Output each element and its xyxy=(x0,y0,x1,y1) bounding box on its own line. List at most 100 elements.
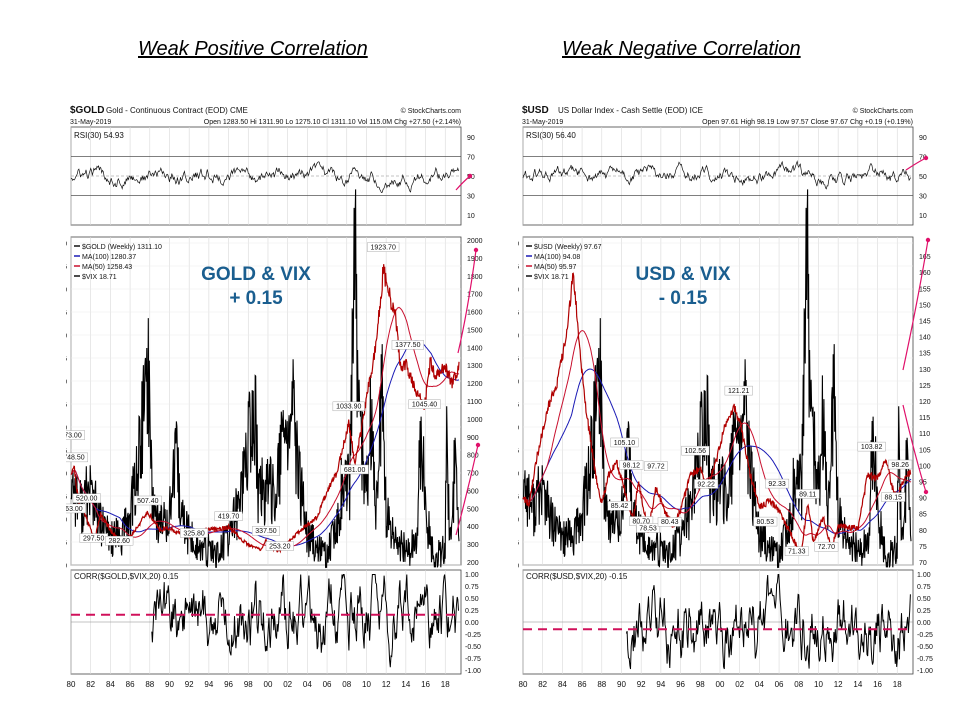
left-axis-tick: 30 xyxy=(518,471,519,478)
trend-arrow xyxy=(902,404,927,493)
correlation-tick-label: 0.00 xyxy=(917,620,931,627)
header-symbol: $USD xyxy=(522,105,549,116)
left-axis-tick: 70 xyxy=(518,287,519,294)
point-label-box xyxy=(180,528,209,538)
annotation-title: USD & VIX xyxy=(635,264,730,285)
annotation-value: - 0.15 xyxy=(659,288,708,309)
x-tick-label: 16 xyxy=(873,680,882,689)
left-axis-tick: 30 xyxy=(66,471,67,478)
rsi-tick-label: 70 xyxy=(467,154,475,161)
x-tick-label: 92 xyxy=(637,680,646,689)
rsi-label: RSI(30) 54.93 xyxy=(74,131,124,140)
left-axis-tick: 60 xyxy=(66,333,67,340)
correlation-tick-label: -0.25 xyxy=(917,632,933,639)
x-tick-label: 98 xyxy=(244,680,253,689)
point-label: 71.33 xyxy=(788,549,806,556)
point-label-box xyxy=(694,479,719,489)
point-label: 507.40 xyxy=(137,498,159,505)
left-axis-tick: 40 xyxy=(518,425,519,432)
left-axis-tick: 75 xyxy=(66,264,67,271)
left-axis-tick: 20 xyxy=(518,517,519,524)
x-tick-label: 16 xyxy=(421,680,430,689)
point-label-box xyxy=(753,516,778,527)
right-axis-tick: 120 xyxy=(919,399,931,406)
x-tick-label: 10 xyxy=(362,680,371,689)
left-axis-tick: 55 xyxy=(518,356,519,363)
point-label-box xyxy=(619,460,644,470)
x-tick-label: 80 xyxy=(67,680,76,689)
left-axis-tick: 25 xyxy=(518,494,519,501)
rsi-label: RSI(30) 56.40 xyxy=(526,131,576,140)
correlation-tick-label: 0.50 xyxy=(465,596,479,603)
header-watermark: © StockCharts.com xyxy=(853,107,914,115)
x-tick-label: 84 xyxy=(106,680,115,689)
point-label-box xyxy=(857,441,886,452)
point-label-box xyxy=(636,523,661,533)
x-tick-label: 06 xyxy=(775,680,784,689)
x-tick-label: 04 xyxy=(755,680,764,689)
x-tick-label: 92 xyxy=(185,680,194,689)
x-tick-label: 18 xyxy=(441,680,450,689)
left-axis-tick: 80 xyxy=(518,241,519,248)
legend-ma100: MA(100) 1280.37 xyxy=(82,254,136,261)
left-axis-tick: 45 xyxy=(66,402,67,409)
trend-arrow-head xyxy=(475,442,481,448)
right-axis-tick: 1400 xyxy=(467,345,483,352)
correlation-tick-label: 0.75 xyxy=(465,584,479,591)
point-label-box xyxy=(72,493,101,503)
right-axis-tick: 1000 xyxy=(467,417,483,424)
left-axis-tick: 20 xyxy=(66,517,67,524)
rsi-tick-label: 30 xyxy=(467,194,475,201)
correlation-label: CORR($USD,$VIX,20) -0.15 xyxy=(526,572,628,581)
header-date: 31-May-2019 xyxy=(70,119,111,126)
right-axis-tick: 135 xyxy=(919,351,931,358)
left-axis-tick: 65 xyxy=(518,310,519,317)
point-label-box xyxy=(657,517,682,527)
header-symbol: $GOLD xyxy=(70,105,104,116)
x-tick-label: 98 xyxy=(696,680,705,689)
correlation-tick-label: 0.75 xyxy=(917,584,931,591)
header-date: 31-May-2019 xyxy=(522,119,563,126)
point-label: 520.00 xyxy=(76,496,98,503)
trend-arrow xyxy=(455,444,479,536)
point-label-box xyxy=(795,489,820,499)
trend-arrow-head xyxy=(467,173,473,179)
point-label: 85.42 xyxy=(611,503,629,510)
point-label: 80.53 xyxy=(757,519,775,526)
legend-vix: $VIX 18.71 xyxy=(82,274,117,281)
rsi-tick-label: 90 xyxy=(919,135,927,142)
x-tick-label: 94 xyxy=(656,680,665,689)
right-axis-tick: 145 xyxy=(919,319,931,326)
right-axis-tick: 1500 xyxy=(467,327,483,334)
point-label: 253.20 xyxy=(269,543,291,550)
rsi-tick-label: 10 xyxy=(467,213,475,220)
point-label: 1045.40 xyxy=(412,402,437,409)
left-axis-tick: 55 xyxy=(66,356,67,363)
gold-chart-panel: $GOLD Gold - Continuous Contract (EOD) CM… xyxy=(66,105,483,689)
rsi-tick-label: 50 xyxy=(919,174,927,181)
rsi-line xyxy=(522,160,911,190)
point-label: 873.00 xyxy=(66,432,82,439)
point-label: 419.70 xyxy=(218,513,240,520)
point-label: 282.60 xyxy=(109,538,131,545)
point-label: 78.53 xyxy=(639,525,657,532)
ma50-line xyxy=(70,306,460,548)
left-axis-tick: 25 xyxy=(66,494,67,501)
point-label: 89.11 xyxy=(799,491,816,498)
left-axis-tick: 15 xyxy=(66,540,67,547)
correlation-tick-label: 0.50 xyxy=(917,596,931,603)
vix-line xyxy=(70,189,460,569)
left-axis-tick: 60 xyxy=(518,333,519,340)
left-axis-tick: 10 xyxy=(518,563,519,570)
right-axis-tick: 125 xyxy=(919,383,931,390)
heading-weak-negative: Weak Negative Correlation xyxy=(562,38,801,60)
x-tick-label: 00 xyxy=(716,680,725,689)
right-axis-tick: 115 xyxy=(919,415,930,422)
left-axis-tick: 50 xyxy=(518,379,519,386)
right-axis-tick: 85 xyxy=(919,512,927,519)
correlation-tick-label: 1.00 xyxy=(465,572,479,579)
annotation-value: + 0.15 xyxy=(229,288,283,309)
correlation-label: CORR($GOLD,$VIX,20) 0.15 xyxy=(74,572,179,581)
rsi-tick-label: 30 xyxy=(919,194,927,201)
left-axis-tick: 70 xyxy=(66,287,67,294)
